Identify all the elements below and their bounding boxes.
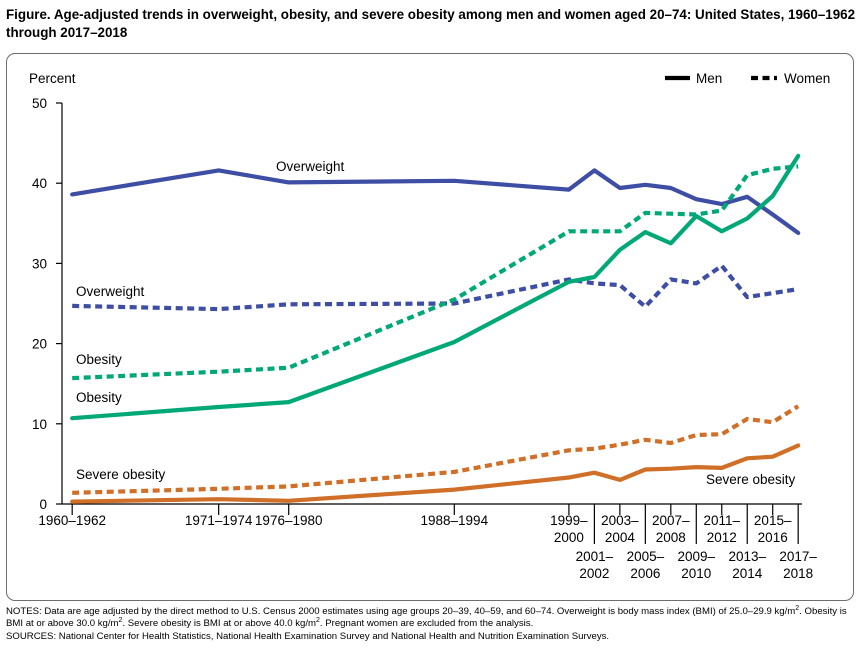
x-tick-label: 2007– [652, 513, 690, 528]
y-tick-label: 30 [32, 256, 47, 271]
notes-text: NOTES: Data are age adjusted by the dire… [6, 604, 847, 630]
x-tick-label: 2010 [681, 566, 711, 581]
x-tick-label: 2013– [728, 549, 766, 564]
figure-title: Figure. Age-adjusted trends in overweigh… [6, 7, 856, 40]
legend-label-men: Men [696, 71, 722, 86]
x-tick-label: 2005– [627, 549, 665, 564]
x-tick-label: 1971–1974 [185, 513, 253, 528]
figure-notes: NOTES: Data are age adjusted by the dire… [6, 604, 856, 643]
series-line-overweight-men [70, 168, 801, 235]
x-tick-label: 2011– [703, 513, 740, 528]
series-line-obesity-men [70, 153, 801, 421]
legend-label-women: Women [784, 71, 830, 86]
x-tick-label: 2008 [656, 530, 686, 545]
x-tick-label: 2004 [605, 530, 636, 545]
x-tick-label: 2017– [779, 549, 817, 564]
y-tick-label: 40 [32, 176, 47, 191]
x-tick-label: 1960–1962 [38, 513, 106, 528]
y-tick-label: 0 [39, 497, 47, 512]
x-tick-label: 2018 [783, 566, 813, 581]
series-line-severe_obesity-women [72, 404, 800, 495]
x-tick-label: 2016 [758, 530, 788, 545]
y-tick-label: 50 [32, 96, 47, 111]
series-line-obesity-women [72, 164, 799, 381]
chart-frame [6, 53, 854, 601]
x-tick-label: 2002 [579, 566, 609, 581]
series-label: Severe obesity [76, 467, 166, 482]
series-label: Overweight [76, 284, 145, 299]
y-tick-label: 20 [32, 337, 47, 352]
series-line-severe_obesity-men [70, 443, 801, 504]
x-tick-label: 1988–1994 [421, 513, 489, 528]
sources-text: SOURCES: National Center for Health Stat… [6, 630, 610, 642]
x-tick-label: 2015– [754, 513, 792, 528]
x-tick-label: 1976–1980 [255, 513, 323, 528]
x-tick-label: 2012 [707, 530, 737, 545]
x-tick-label: 2001– [576, 549, 614, 564]
y-axis-label: Percent [29, 71, 76, 86]
series-label: Severe obesity [706, 472, 796, 487]
x-tick-label: 1999– [550, 513, 588, 528]
x-tick-label: 2014 [732, 566, 763, 581]
y-tick-label: 10 [32, 417, 47, 432]
series-line-overweight-women [72, 263, 799, 312]
x-tick-label: 2009– [678, 549, 716, 564]
x-tick-label: 2006 [630, 566, 660, 581]
x-tick-label: 2003– [601, 513, 639, 528]
series-label: Obesity [76, 352, 122, 367]
x-tick-label: 2000 [554, 530, 584, 545]
series-label: Overweight [276, 159, 345, 174]
series-label: Obesity [76, 390, 122, 405]
line-chart: 0 10 20 30 40 50 Percent 1960–1962 1971–1974 1976… [29, 71, 830, 581]
